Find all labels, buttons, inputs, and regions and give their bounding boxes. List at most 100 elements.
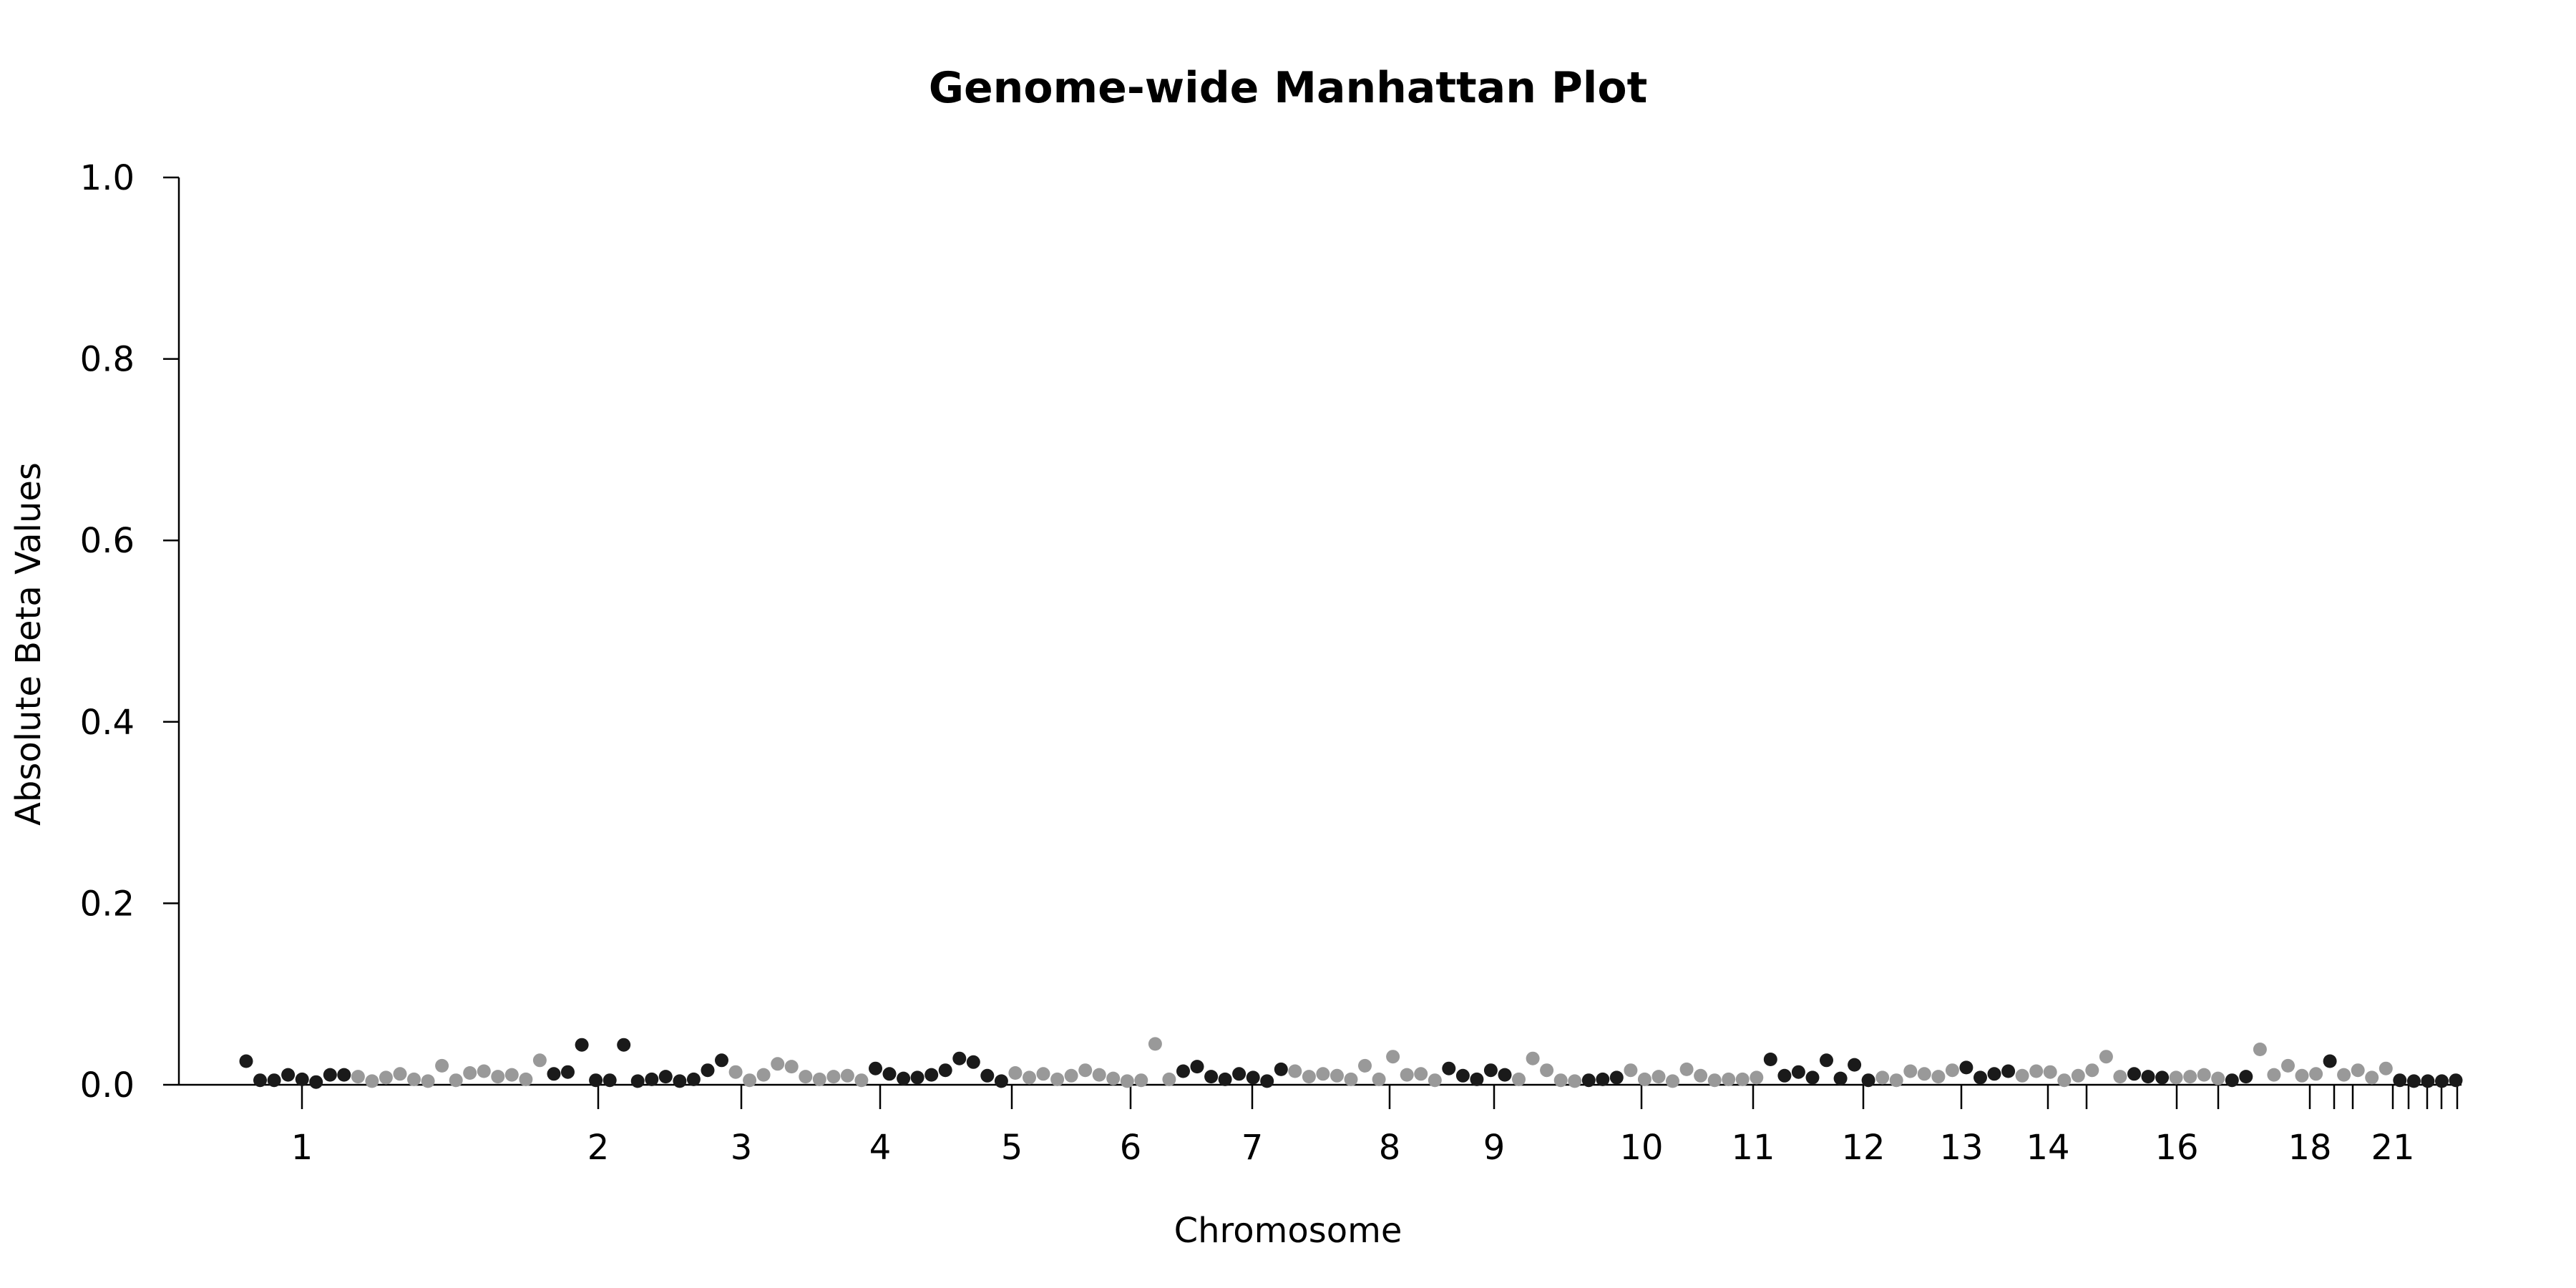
- data-point: [686, 1072, 701, 1086]
- data-point: [1176, 1064, 1190, 1078]
- data-point: [854, 1073, 869, 1088]
- x-tick-label: 10: [1619, 1128, 1663, 1168]
- x-tick-label: 5: [1001, 1128, 1023, 1168]
- data-point: [323, 1068, 337, 1082]
- data-point: [532, 1053, 547, 1068]
- data-point: [575, 1038, 589, 1052]
- data-point: [2323, 1054, 2337, 1068]
- data-point: [1246, 1070, 1260, 1085]
- chart-title: Genome-wide Manhattan Plot: [928, 63, 1648, 113]
- data-point: [2351, 1063, 2365, 1078]
- data-point: [1652, 1070, 1666, 1084]
- data-point: [2057, 1073, 2072, 1088]
- x-axis: 1 2 3 4 5 6 7 8 9 10 11 12 13 14 16 18 21: [179, 1083, 2462, 1168]
- y-tick-label: 1.0: [80, 158, 135, 198]
- data-point: [2071, 1068, 2085, 1083]
- data-point: [281, 1068, 296, 1082]
- data-point: [1316, 1067, 1330, 1081]
- data-point: [1148, 1037, 1162, 1051]
- data-point: [351, 1070, 365, 1084]
- data-point: [1260, 1074, 1274, 1088]
- data-point: [1358, 1058, 1372, 1073]
- data-point: [784, 1060, 799, 1074]
- data-point: [1889, 1073, 1903, 1088]
- data-point: [2379, 1061, 2393, 1075]
- data-point: [449, 1073, 463, 1088]
- data-point: [799, 1070, 813, 1084]
- x-tick-label: 16: [2155, 1128, 2198, 1168]
- data-point: [2337, 1068, 2351, 1082]
- data-point: [812, 1072, 826, 1086]
- x-tick-label: 8: [1379, 1128, 1401, 1168]
- data-point: [1820, 1053, 1833, 1068]
- data-point: [840, 1068, 854, 1083]
- data-point: [365, 1074, 379, 1088]
- data-point: [421, 1074, 435, 1088]
- data-point: [715, 1053, 728, 1068]
- y-axis: 0.0 0.2 0.4 0.6 0.8 1.0: [80, 158, 180, 1106]
- data-point: [952, 1051, 967, 1065]
- data-point: [1400, 1068, 1414, 1082]
- data-point: [1023, 1070, 1036, 1085]
- data-point: [2155, 1070, 2170, 1085]
- data-point: [491, 1070, 505, 1084]
- data-point: [1092, 1068, 1106, 1082]
- data-point: [897, 1071, 911, 1085]
- data-point: [1162, 1072, 1176, 1086]
- data-point: [728, 1065, 743, 1079]
- data-point: [1498, 1068, 1512, 1082]
- data-point: [2239, 1070, 2253, 1084]
- data-point: [1232, 1067, 1246, 1081]
- data-point: [1372, 1072, 1386, 1086]
- x-tick-label: 18: [2288, 1128, 2331, 1168]
- data-point: [519, 1072, 533, 1086]
- data-point: [1204, 1070, 1219, 1084]
- data-point: [1078, 1063, 1093, 1078]
- data-point: [1553, 1073, 1568, 1088]
- data-point: [267, 1073, 281, 1088]
- data-point: [1568, 1074, 1582, 1088]
- data-point: [561, 1065, 575, 1079]
- data-point: [2029, 1064, 2044, 1078]
- data-point: [910, 1070, 924, 1085]
- data-points: [239, 1037, 2463, 1089]
- x-tick-label: 14: [2026, 1128, 2069, 1168]
- data-point: [1008, 1066, 1023, 1080]
- data-point: [771, 1057, 785, 1071]
- data-point: [2183, 1070, 2197, 1084]
- data-point: [1722, 1072, 1736, 1086]
- x-tick-label: 4: [869, 1128, 892, 1168]
- data-point: [1302, 1070, 1316, 1084]
- x-tick-label: 7: [1241, 1128, 1264, 1168]
- data-point: [1750, 1070, 1764, 1085]
- x-tick-label: 21: [2371, 1128, 2414, 1168]
- data-point: [2099, 1050, 2113, 1064]
- data-point: [1036, 1067, 1050, 1081]
- data-point: [882, 1067, 897, 1081]
- data-point: [1945, 1063, 1959, 1078]
- data-point: [379, 1070, 393, 1085]
- data-point: [645, 1072, 659, 1086]
- data-point: [1120, 1074, 1134, 1088]
- data-point: [2295, 1068, 2309, 1083]
- data-point: [1763, 1053, 1777, 1066]
- data-point: [1050, 1072, 1065, 1086]
- y-tick-label: 0.2: [80, 884, 135, 924]
- x-tick-label: 9: [1483, 1128, 1506, 1168]
- data-point: [1414, 1067, 1428, 1081]
- data-point: [2113, 1070, 2127, 1084]
- data-point: [658, 1070, 673, 1084]
- data-point: [2253, 1043, 2267, 1056]
- data-point: [337, 1068, 351, 1082]
- data-point: [2127, 1067, 2141, 1081]
- data-point: [701, 1063, 715, 1078]
- data-point: [309, 1075, 323, 1089]
- data-point: [2141, 1070, 2155, 1084]
- data-point: [1987, 1067, 2001, 1081]
- data-point: [980, 1068, 995, 1083]
- data-point: [1442, 1061, 1456, 1075]
- data-point: [924, 1068, 939, 1082]
- data-point: [2267, 1068, 2281, 1082]
- data-point: [393, 1067, 407, 1081]
- x-axis-label: Chromosome: [1174, 1211, 1402, 1251]
